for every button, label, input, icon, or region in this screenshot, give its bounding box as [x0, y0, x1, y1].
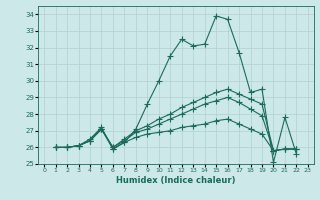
X-axis label: Humidex (Indice chaleur): Humidex (Indice chaleur)	[116, 176, 236, 185]
